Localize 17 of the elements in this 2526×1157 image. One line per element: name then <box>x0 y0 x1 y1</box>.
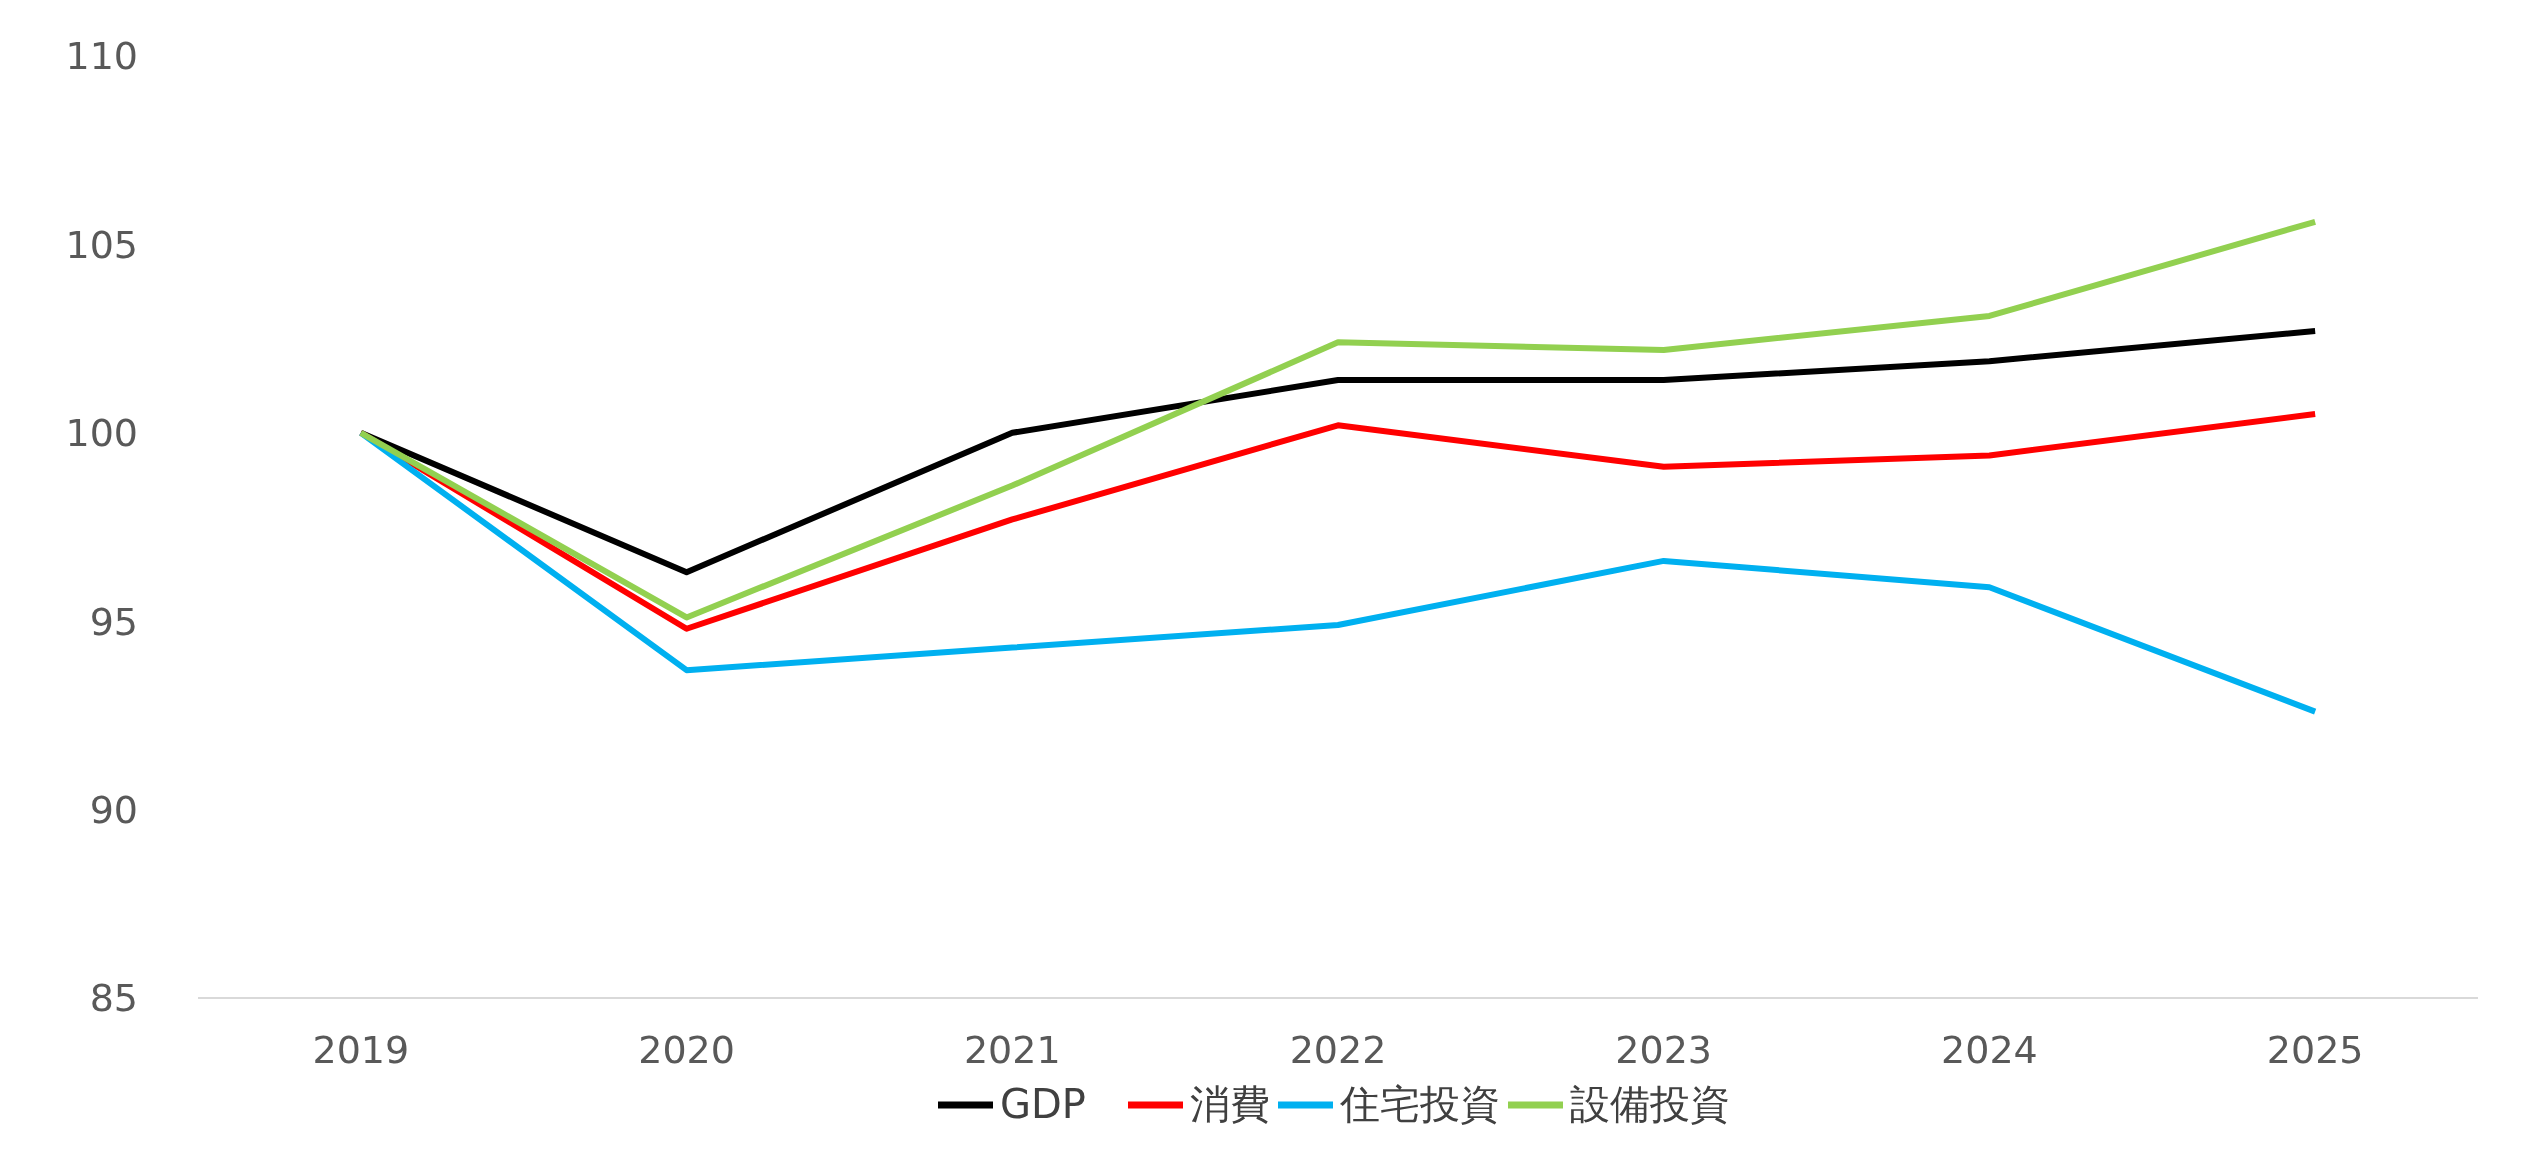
y-tick-label: 100 <box>65 411 138 456</box>
y-tick-label: 85 <box>89 976 138 1021</box>
legend-label: 設備投資 <box>1570 1081 1730 1127</box>
y-tick-label: 90 <box>89 787 138 832</box>
legend-label: GDP <box>1000 1081 1086 1127</box>
x-tick-label: 2022 <box>1289 1028 1387 1072</box>
y-tick-label: 105 <box>65 222 138 267</box>
x-tick-label: 2024 <box>1941 1028 2038 1072</box>
x-tick-label: 2021 <box>963 1028 1061 1072</box>
legend-label: 消費 <box>1190 1081 1270 1127</box>
x-tick-label: 2023 <box>1615 1028 1713 1072</box>
legend-label: 住宅投資 <box>1339 1081 1500 1127</box>
x-tick-label: 2025 <box>2266 1028 2364 1072</box>
x-tick-label: 2020 <box>638 1028 735 1072</box>
x-tick-label: 2019 <box>312 1028 410 1072</box>
y-tick-label: 95 <box>89 599 138 644</box>
y-tick-label: 110 <box>65 34 138 79</box>
